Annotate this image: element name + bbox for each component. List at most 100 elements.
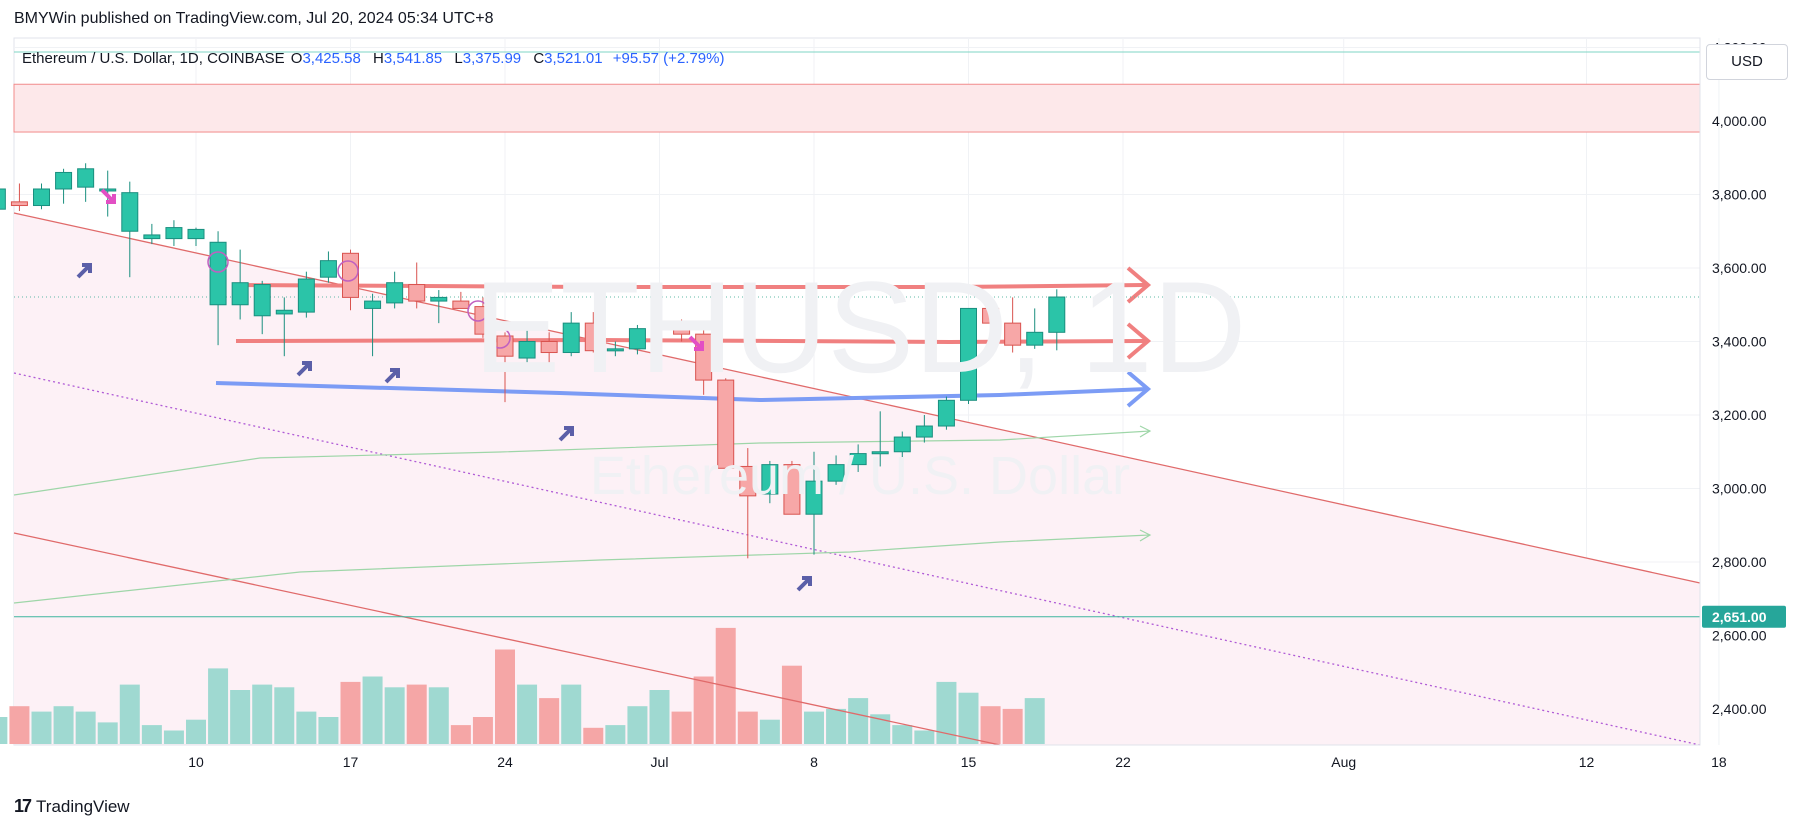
candle <box>540 332 558 364</box>
volume-bar <box>914 730 935 744</box>
candle-body <box>1048 296 1066 333</box>
candle <box>915 415 933 443</box>
high-label: H <box>373 50 384 67</box>
ma-line-2 <box>13 534 1151 604</box>
candle-body <box>10 201 28 207</box>
time-tick-label: 18 <box>1711 754 1727 770</box>
price-tick-label: 3,800.00 <box>1712 187 1767 203</box>
volume-bar <box>472 717 493 744</box>
candle <box>562 312 580 357</box>
volume-bar <box>539 698 560 744</box>
ma-line-1 <box>13 430 1151 496</box>
candle-body <box>717 379 735 469</box>
candle-body <box>77 168 95 188</box>
time-tick-label: 8 <box>810 754 818 770</box>
volume-bar <box>737 711 758 744</box>
candle-body <box>143 234 161 240</box>
candle <box>761 460 779 504</box>
candle-body <box>187 228 205 240</box>
sell-arrow-icon <box>100 188 116 204</box>
candle-body <box>1004 322 1022 346</box>
candle-body <box>364 300 382 309</box>
buy-arrow-icon <box>558 426 574 442</box>
time-tick-label: 12 <box>1579 754 1595 770</box>
volume-bar <box>517 684 538 744</box>
price-label-text: 2,651.00 <box>1712 609 1767 625</box>
descending-trendline-lower <box>13 532 1001 746</box>
buy-arrow-icon <box>76 263 92 279</box>
volume-bars <box>0 627 1045 744</box>
price-tick-label: 2,800.00 <box>1712 554 1767 570</box>
candle <box>783 460 801 515</box>
candle-body <box>937 399 955 427</box>
volume-bar <box>274 687 295 744</box>
trendlines <box>13 212 1701 746</box>
candle <box>739 448 757 559</box>
buy-arrow-icon <box>384 368 400 384</box>
candle-body <box>1026 331 1044 346</box>
footer-brand: 17 TradingView <box>14 796 130 817</box>
change-value: +95.57 (+2.79%) <box>612 50 725 67</box>
volume-bar <box>870 714 891 744</box>
low-value: 3,375.99 <box>462 50 522 67</box>
candle-body <box>0 188 6 210</box>
resistance-arrow-mid <box>235 337 1149 345</box>
price-tick-label: 3,200.00 <box>1712 407 1767 423</box>
ma-arrow-2 <box>1139 529 1152 542</box>
candle <box>805 451 823 555</box>
candle <box>606 341 624 357</box>
candle-body <box>99 188 117 192</box>
candle <box>1004 297 1022 353</box>
time-tick-label: Aug <box>1331 754 1356 770</box>
volume-bar <box>0 717 8 744</box>
volume-bar <box>495 649 515 744</box>
candle <box>10 183 28 212</box>
candle-body <box>871 451 889 455</box>
volume-bar <box>318 717 339 744</box>
candle-body <box>982 307 1000 324</box>
candle <box>960 307 977 404</box>
candle <box>253 280 271 335</box>
currency-button[interactable]: USD <box>1706 44 1788 80</box>
wave-circle-icon <box>207 251 229 273</box>
candle <box>33 183 50 210</box>
volume-bar <box>848 698 869 744</box>
candle-body <box>739 465 757 497</box>
candle <box>717 378 735 471</box>
close-label: C <box>533 50 545 67</box>
candle-body <box>386 282 404 304</box>
wave-circle-icon <box>467 300 489 322</box>
volume-bar <box>980 706 1001 744</box>
candle <box>452 291 470 309</box>
candle <box>871 411 889 467</box>
candle <box>408 262 426 309</box>
brand-name: TradingView <box>36 796 130 816</box>
volume-bar <box>1024 698 1045 744</box>
support-arrowhead <box>1126 370 1152 408</box>
candle <box>209 231 227 346</box>
volume-bar <box>892 725 913 744</box>
candle-body <box>584 322 602 352</box>
symbol-title[interactable]: Ethereum / U.S. Dollar, 1D, COINBASE <box>22 50 285 67</box>
candle <box>319 251 337 283</box>
candle <box>297 271 315 318</box>
candle <box>121 181 139 278</box>
candle-body <box>165 227 183 240</box>
candle <box>628 324 646 355</box>
volume-bar <box>186 719 206 744</box>
candle <box>849 444 867 472</box>
candle-body <box>452 300 470 309</box>
volume-bar <box>97 722 118 744</box>
volume-bar <box>163 730 184 744</box>
candle <box>430 290 448 324</box>
candle-body <box>319 260 337 278</box>
candle-body <box>33 188 50 207</box>
candle-body <box>275 309 293 315</box>
candle-body <box>562 322 580 354</box>
watermark-name: Ethereum / U.S. Dollar <box>590 446 1130 506</box>
high-value: 3,541.85 <box>383 50 443 67</box>
candle-body <box>231 282 249 306</box>
candle-body <box>628 328 646 350</box>
candle-body <box>121 192 139 232</box>
